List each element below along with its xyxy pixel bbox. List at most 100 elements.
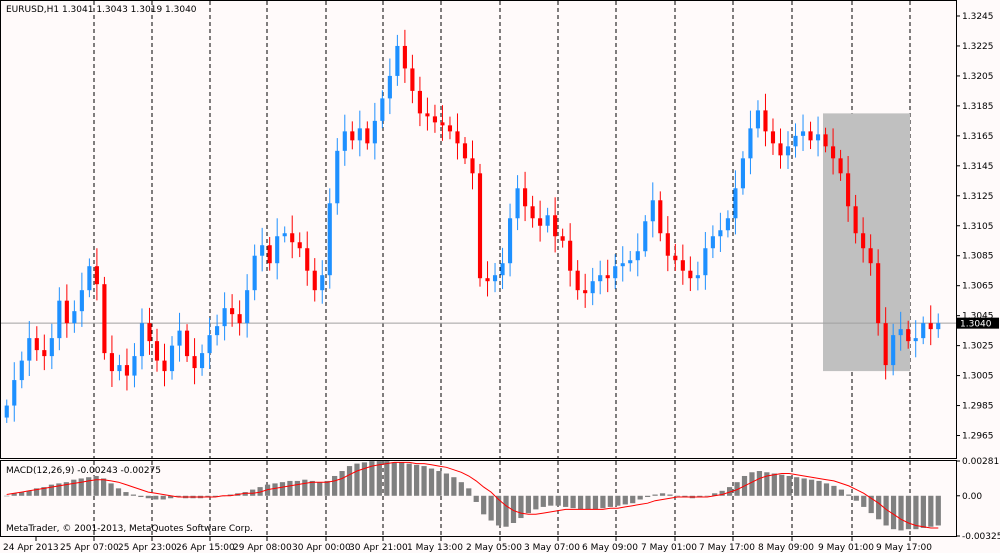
- candle: [921, 316, 926, 345]
- macd-bar: [19, 492, 25, 496]
- macd-bar: [928, 495, 934, 527]
- copyright-text: MetaTrader, © 2001-2013, MetaQuotes Soft…: [6, 524, 253, 534]
- macd-bar: [510, 495, 517, 524]
- macd-bar: [324, 480, 330, 496]
- candle: [710, 225, 715, 259]
- macd-title: MACD(12,26,9) -0.00243 -0.00275: [6, 466, 161, 476]
- candle: [260, 227, 265, 272]
- macd-bar: [771, 473, 777, 496]
- candle: [538, 200, 543, 242]
- candle: [327, 188, 332, 289]
- macd-bar: [615, 495, 621, 506]
- candle: [785, 131, 791, 169]
- x-tick-label: 1 May 13:00: [407, 543, 463, 553]
- candle: [583, 273, 588, 308]
- macd-bar: [451, 477, 457, 496]
- macd-bar: [488, 495, 494, 521]
- candle: [72, 300, 77, 333]
- macd-bar: [876, 495, 882, 520]
- candle: [605, 259, 610, 293]
- candle: [936, 313, 941, 338]
- candle: [665, 216, 670, 272]
- macd-bar: [346, 466, 353, 496]
- macd-bar: [242, 492, 248, 496]
- candle: [79, 272, 84, 327]
- candle: [883, 307, 888, 380]
- candle: [703, 232, 708, 290]
- macd-bar: [339, 471, 345, 496]
- macd-bar: [503, 495, 509, 527]
- candle: [808, 121, 813, 150]
- y-tick-label: 1.3245: [962, 12, 994, 22]
- candle: [673, 243, 678, 271]
- macd-bar: [272, 483, 278, 496]
- candle: [831, 128, 836, 175]
- macd-bar: [86, 477, 92, 496]
- macd-bar: [26, 490, 32, 496]
- candle: [365, 121, 370, 150]
- macd-bar: [808, 479, 815, 496]
- macd-bar: [659, 493, 666, 496]
- shaded-region: [823, 113, 910, 372]
- macd-bar: [473, 495, 479, 502]
- macd-bar: [719, 490, 725, 496]
- price-panel[interactable]: 1.3245 1.3225 1.3205 1.3185 1.3165 1.3145 1.31…: [0, 0, 1000, 459]
- candle: [748, 110, 753, 175]
- x-tick-label: 29 Apr 08:00: [233, 543, 292, 553]
- candle: [230, 294, 235, 327]
- candle: [49, 323, 54, 370]
- y-tick-label: 1.3085: [962, 252, 994, 262]
- x-tick-label: 24 Apr 2013: [3, 543, 59, 553]
- macd-bar: [257, 487, 263, 496]
- x-tick-label: 25 Apr 23:00: [118, 543, 177, 553]
- candle: [94, 248, 99, 301]
- candle: [139, 308, 145, 370]
- candle: [492, 262, 498, 293]
- macd-bar: [376, 461, 382, 496]
- macd-bar: [443, 473, 450, 496]
- macd-bar: [361, 462, 368, 496]
- macd-bar: [153, 495, 159, 500]
- macd-bar: [294, 480, 300, 496]
- y-tick-label: 0.00281: [962, 457, 999, 467]
- x-tick-label: 8 May 09:00: [758, 543, 814, 553]
- x-tick-label: 25 Apr 07:00: [60, 543, 119, 553]
- candle: [237, 300, 242, 336]
- macd-bar: [93, 475, 99, 496]
- candle: [275, 218, 280, 280]
- candle: [12, 362, 17, 422]
- macd-bar: [712, 493, 718, 496]
- macd-bar: [525, 495, 532, 514]
- candle: [387, 58, 392, 115]
- macd-bar: [838, 489, 845, 496]
- candle: [297, 232, 302, 258]
- macd-histogram: [4, 461, 941, 531]
- macd-bar: [175, 495, 181, 498]
- candle: [553, 197, 558, 253]
- macd-bar: [764, 472, 770, 496]
- macd-bar: [11, 493, 17, 496]
- macd-panel[interactable]: 0.00281 0.00 -0.00325 MACD(12,26,9) -0.002…: [0, 457, 1000, 542]
- candle: [898, 311, 903, 351]
- candle: [350, 121, 355, 150]
- candle: [169, 336, 175, 380]
- candle: [192, 338, 197, 385]
- candle: [725, 210, 730, 238]
- candle: [184, 324, 190, 362]
- candle: [598, 260, 603, 295]
- candle: [545, 207, 550, 233]
- macd-bar: [794, 477, 800, 496]
- macd-signal-line: [6, 461, 939, 529]
- x-tick-label: 6 May 09:00: [582, 543, 638, 553]
- candle: [568, 223, 573, 287]
- candle: [470, 140, 475, 190]
- candle: [64, 284, 69, 338]
- candle: [635, 233, 640, 277]
- candle: [432, 104, 438, 133]
- macd-bar: [250, 489, 256, 496]
- candle: [320, 260, 325, 304]
- chart-title: EURUSD,H1 1.3041 1.3043 1.3019 1.3040: [6, 5, 197, 15]
- macd-bar: [264, 484, 271, 496]
- x-tick-label: 2 May 05:00: [466, 543, 522, 553]
- macd-bar: [935, 495, 941, 526]
